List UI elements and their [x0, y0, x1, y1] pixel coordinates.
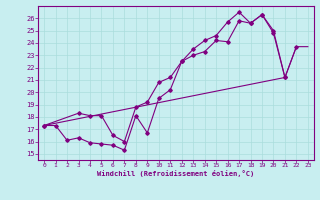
X-axis label: Windchill (Refroidissement éolien,°C): Windchill (Refroidissement éolien,°C): [97, 170, 255, 177]
